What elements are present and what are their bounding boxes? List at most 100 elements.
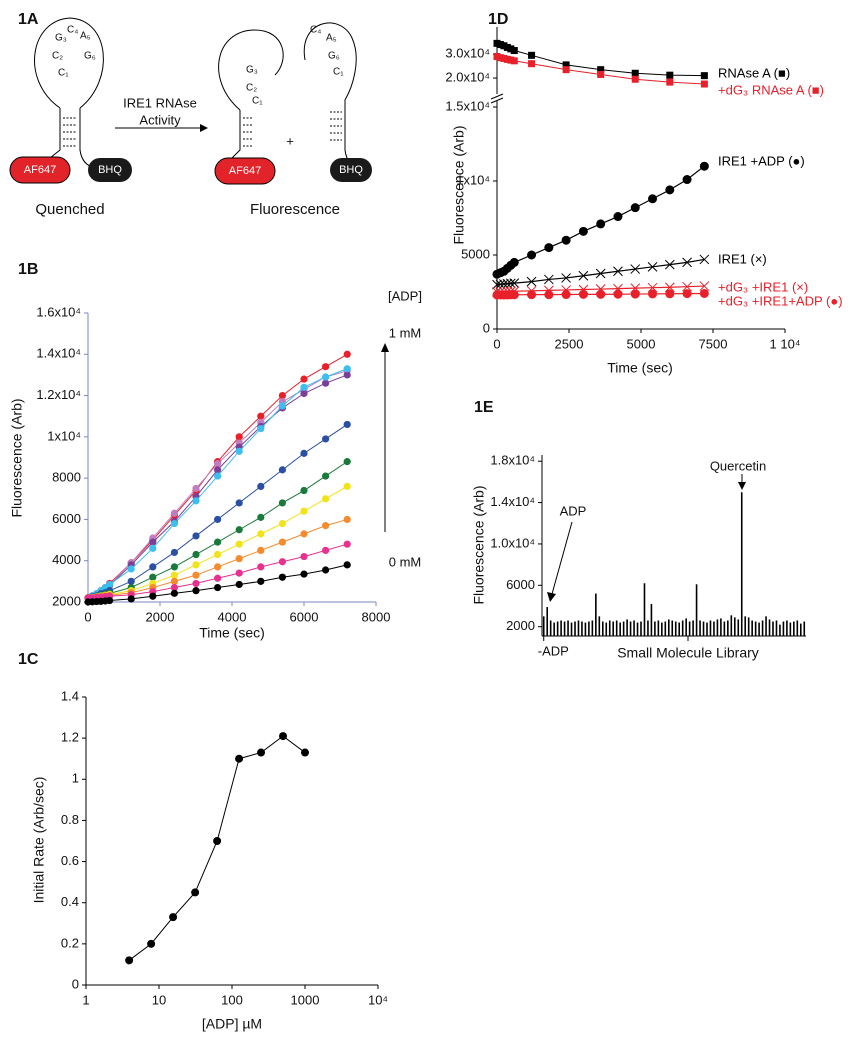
y-tick-label: 0.8 [61, 812, 79, 827]
marker [170, 571, 178, 579]
marker [343, 371, 351, 379]
marker [235, 433, 243, 441]
marker [527, 250, 537, 260]
bar [730, 615, 733, 636]
marker [699, 281, 710, 291]
bar [563, 621, 566, 636]
x-axis-label: [ADP] µM [202, 1016, 262, 1032]
bar [574, 621, 576, 636]
bar [789, 622, 792, 636]
marker [170, 548, 178, 557]
marker [170, 519, 178, 528]
bar [758, 622, 760, 636]
y-tick-label: 0.4 [61, 894, 79, 909]
marker [300, 449, 308, 457]
y-tick-label: 6000 [52, 511, 81, 526]
x-axis-label: Time (sec) [199, 625, 265, 641]
series-line [496, 258, 705, 286]
marker [192, 532, 200, 540]
x-tick-label: 7500 [699, 336, 728, 351]
marker [300, 530, 308, 538]
bar [716, 619, 719, 636]
bar [570, 622, 573, 636]
marker [322, 495, 330, 503]
bar [772, 621, 774, 636]
marker [300, 383, 308, 391]
marker [343, 540, 351, 548]
marker [343, 350, 351, 358]
marker [666, 78, 674, 86]
marker [322, 546, 330, 554]
y-axis-label: Initial Rate (Arb/sec) [31, 777, 47, 904]
fluorophore-label: AF647 [229, 165, 261, 177]
bar [695, 584, 698, 636]
marker [235, 526, 243, 534]
bar [768, 619, 771, 636]
bar [560, 620, 562, 636]
marker [214, 472, 222, 480]
x-tick-label: 8000 [362, 609, 391, 624]
base-pairs [330, 111, 342, 141]
marker [147, 939, 156, 948]
bar [619, 622, 621, 636]
marker [170, 509, 178, 517]
marker [544, 243, 554, 253]
marker [257, 412, 265, 420]
bar [626, 619, 628, 636]
marker [631, 69, 639, 77]
marker [170, 589, 178, 597]
marker [596, 289, 606, 299]
enzyme-label: Activity [139, 112, 181, 127]
marker [561, 235, 571, 245]
x-tick-label: 0 [493, 336, 500, 351]
marker [509, 278, 520, 288]
marker [235, 499, 243, 507]
marker [279, 732, 288, 741]
base: C₁ [252, 96, 263, 107]
bar [671, 620, 674, 636]
base: C₁ [58, 68, 69, 79]
marker [613, 212, 623, 222]
marker [595, 268, 606, 279]
marker [235, 569, 243, 577]
marker [665, 185, 675, 195]
y-tick-label: 0.2 [61, 935, 79, 950]
arrow-head [381, 343, 389, 352]
annotation: [ADP] [388, 288, 422, 303]
marker [214, 583, 222, 592]
bar [723, 621, 726, 636]
quencher [330, 158, 372, 182]
bar [796, 620, 799, 636]
x-tick-label: 10⁴ [368, 992, 388, 1007]
marker [214, 538, 222, 546]
bar [779, 624, 781, 636]
base: G₃ [55, 33, 67, 44]
marker [257, 513, 265, 521]
marker [149, 592, 157, 600]
marker [505, 278, 516, 289]
bar [713, 621, 715, 636]
marker [300, 486, 308, 495]
marker [300, 375, 308, 383]
marker [561, 273, 571, 283]
series-line [128, 735, 306, 961]
y-tick-label: 1.4x10⁴ [490, 494, 535, 509]
bar [786, 620, 788, 636]
bar [692, 620, 694, 636]
bar [709, 620, 712, 636]
axis-break [490, 93, 504, 104]
marker [613, 266, 623, 277]
x-tick-label: 0 [84, 609, 91, 624]
marker [300, 389, 308, 398]
annotation: Quercetin [710, 458, 766, 473]
marker [700, 72, 708, 80]
x-tick-label: 2500 [555, 336, 584, 351]
marker [235, 540, 243, 548]
marker [631, 75, 639, 83]
marker [149, 573, 157, 581]
marker [562, 61, 570, 69]
bar [577, 620, 580, 636]
marker [343, 482, 351, 490]
bar [608, 620, 611, 636]
marker [149, 544, 157, 552]
